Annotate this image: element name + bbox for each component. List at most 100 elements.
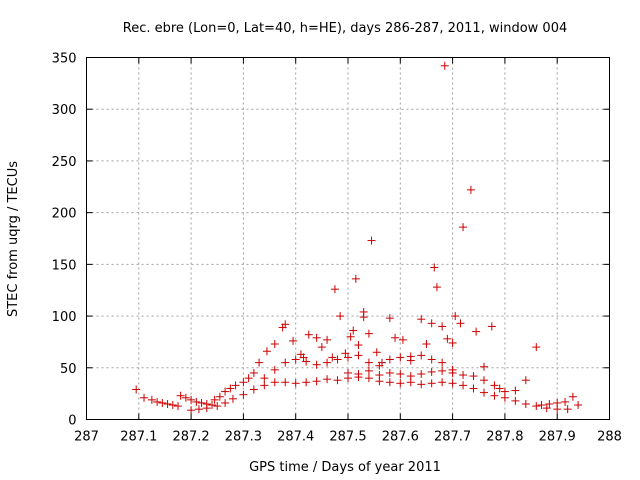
- data-point: [304, 330, 313, 339]
- data-point: [459, 371, 468, 380]
- data-point: [438, 378, 447, 387]
- data-point: [427, 367, 436, 376]
- data-point: [291, 379, 300, 388]
- data-point: [448, 338, 457, 347]
- data-point: [270, 378, 279, 387]
- data-point: [158, 398, 167, 407]
- data-point: [406, 372, 415, 381]
- data-point: [262, 347, 271, 356]
- data-point: [344, 353, 352, 362]
- y-tick-label: 0: [68, 414, 76, 429]
- data-point: [344, 368, 352, 377]
- data-point: [438, 322, 447, 331]
- data-point: [487, 322, 496, 331]
- data-point: [372, 348, 381, 357]
- data-point: [469, 372, 478, 381]
- data-point: [479, 376, 488, 385]
- data-point: [328, 353, 337, 362]
- data-point: [532, 343, 541, 352]
- data-point: [427, 319, 436, 328]
- data-point: [181, 393, 190, 402]
- data-point: [563, 405, 572, 414]
- data-point: [364, 329, 373, 338]
- data-point: [469, 384, 478, 393]
- data-point: [330, 285, 339, 294]
- data-point: [448, 379, 457, 388]
- x-tick-label: 287: [74, 430, 99, 445]
- data-point: [208, 401, 217, 410]
- data-point: [375, 361, 384, 370]
- data-point: [532, 402, 541, 411]
- data-point: [221, 387, 230, 396]
- data-point: [239, 378, 248, 387]
- data-point: [270, 365, 279, 374]
- data-point: [228, 394, 237, 403]
- data-point: [417, 369, 426, 378]
- data-point: [385, 378, 394, 387]
- data-point: [281, 320, 290, 329]
- data-point: [187, 395, 196, 404]
- data-point: [537, 401, 546, 410]
- y-tick-label: 100: [52, 310, 77, 325]
- data-point: [323, 375, 332, 384]
- data-point: [323, 358, 332, 367]
- data-point: [385, 355, 394, 364]
- data-point: [281, 378, 290, 387]
- data-point: [289, 336, 298, 345]
- data-point: [255, 358, 264, 367]
- data-point: [210, 395, 219, 404]
- data-point: [351, 274, 360, 283]
- data-point: [490, 391, 499, 400]
- data-point: [354, 351, 363, 360]
- data-point: [375, 371, 384, 380]
- data-point: [385, 314, 394, 323]
- data-point: [422, 339, 431, 348]
- data-point: [427, 379, 436, 388]
- data-point: [417, 380, 426, 389]
- data-point: [312, 333, 321, 342]
- data-point: [168, 401, 177, 410]
- data-point: [147, 395, 156, 404]
- data-point: [302, 378, 311, 387]
- x-tick-label: 287.4: [277, 430, 314, 445]
- data-point: [354, 341, 363, 350]
- data-point: [260, 381, 269, 390]
- data-point: [391, 333, 400, 342]
- data-point: [521, 399, 530, 408]
- data-point: [354, 369, 363, 378]
- data-point: [561, 397, 570, 406]
- data-point: [542, 404, 551, 413]
- x-axis-label: GPS time / Days of year 2011: [249, 460, 441, 475]
- data-point: [438, 366, 447, 375]
- x-tick-label: 287.6: [382, 430, 419, 445]
- data-point: [192, 397, 201, 406]
- data-point: [398, 335, 407, 344]
- data-point: [153, 397, 162, 406]
- data-point: [231, 381, 240, 390]
- data-point: [479, 388, 488, 397]
- data-point: [456, 319, 465, 328]
- data-point: [270, 339, 279, 348]
- data-point: [249, 368, 258, 377]
- data-point: [176, 391, 185, 400]
- data-point: [459, 223, 468, 232]
- data-point: [187, 406, 196, 415]
- data-point: [140, 393, 149, 402]
- data-point: [472, 327, 481, 336]
- data-point: [545, 399, 554, 408]
- data-point: [367, 236, 376, 245]
- data-point: [427, 355, 436, 364]
- y-tick-label: 200: [52, 207, 77, 222]
- grid: [86, 57, 610, 420]
- data-point: [291, 355, 300, 364]
- data-point: [163, 399, 172, 408]
- data-point: [396, 369, 405, 378]
- data-point: [511, 396, 520, 405]
- x-tick-label: 287.9: [539, 430, 576, 445]
- data-point: [511, 386, 520, 395]
- data-point: [430, 263, 439, 272]
- data-point: [336, 312, 345, 321]
- y-tick-label: 150: [52, 258, 77, 273]
- data-point: [479, 362, 488, 371]
- data-point: [490, 381, 499, 390]
